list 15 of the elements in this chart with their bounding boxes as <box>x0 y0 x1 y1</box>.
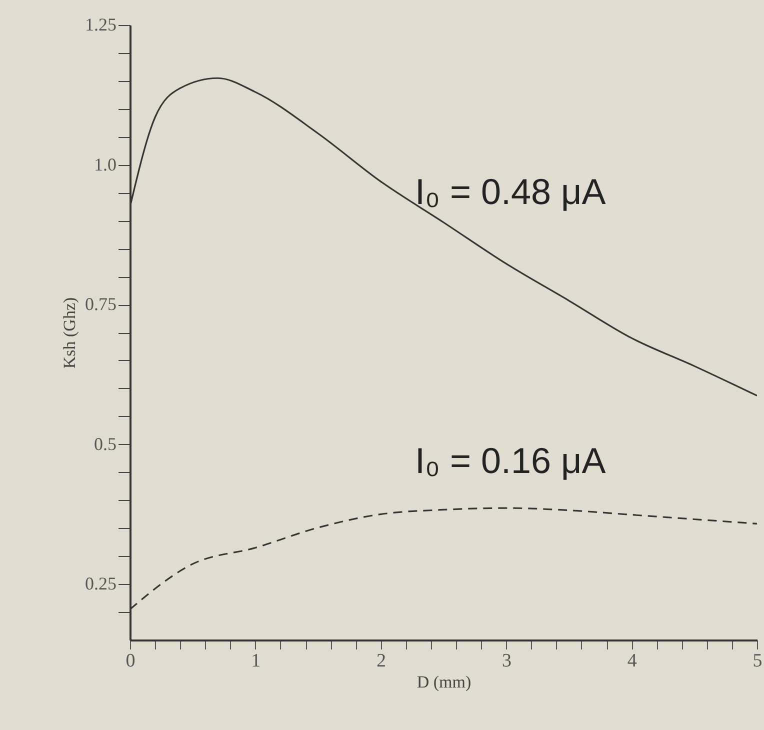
y-tick-label: 1.0 <box>94 154 116 174</box>
x-tick-label: 4 <box>627 650 638 672</box>
y-axis-title: Ksh (Ghz) <box>60 297 79 369</box>
x-axis-title: D (mm) <box>416 672 472 692</box>
y-tick-label: 0.5 <box>94 434 116 454</box>
y-tick-label: 1.25 <box>85 14 116 34</box>
x-tick-label: 3 <box>502 650 512 672</box>
series-label: I₀ = 0.48 μA <box>415 171 606 212</box>
x-tick-label: 0 <box>126 650 136 672</box>
x-tick-label: 2 <box>376 650 386 672</box>
x-tick-label: 1 <box>251 650 261 672</box>
y-tick-label: 0.25 <box>85 574 116 594</box>
x-tick-label: 5 <box>752 650 762 672</box>
y-tick-label: 0.75 <box>85 294 116 314</box>
series-label: I₀ = 0.16 μA <box>415 440 606 481</box>
